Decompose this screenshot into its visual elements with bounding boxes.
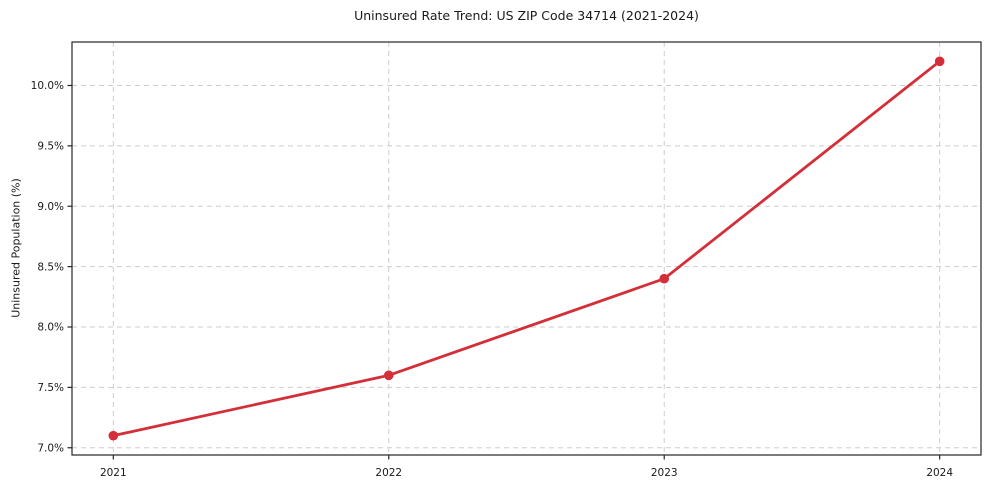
plot-border <box>71 41 982 456</box>
y-tick-label: 7.0% <box>37 442 64 454</box>
data-point <box>383 370 394 381</box>
data-point <box>934 56 945 67</box>
y-tick-label: 8.0% <box>37 322 64 334</box>
x-tick-label: 2021 <box>100 467 127 479</box>
y-tick-label: 10.0% <box>31 80 64 92</box>
x-tick-label: 2024 <box>926 467 953 479</box>
data-point <box>108 430 119 441</box>
data-point <box>659 273 670 284</box>
y-tick-label: 7.5% <box>37 382 64 394</box>
y-tick-label: 9.0% <box>37 201 64 213</box>
chart-title: Uninsured Rate Trend: US ZIP Code 34714 … <box>354 8 699 23</box>
x-tick-label: 2023 <box>651 467 678 479</box>
x-tick-label: 2022 <box>375 467 402 479</box>
y-tick-label: 9.5% <box>37 141 64 153</box>
trend-line <box>111 59 942 438</box>
y-tick-label: 8.5% <box>37 261 64 273</box>
